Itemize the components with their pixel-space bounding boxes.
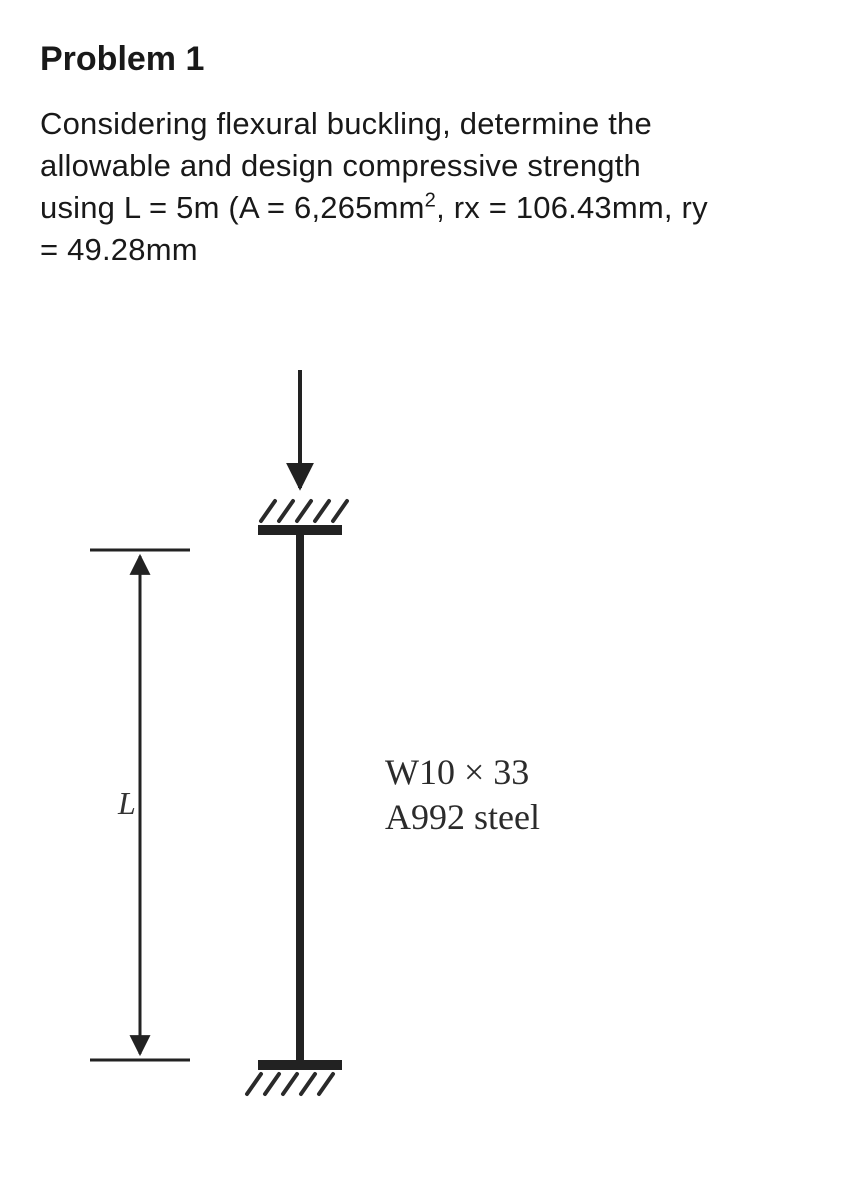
line4: = 49.28mm [40,232,198,267]
section-label: W10 × 33 A992 steel [385,750,540,840]
line3-suffix: , rx = 106.43mm, ry [436,190,708,225]
section-label-line2: A992 steel [385,797,540,837]
problem-statement: Considering flexural buckling, determine… [40,103,810,270]
dimension-label: L [118,785,136,822]
line3-prefix: using L = 5m (A = 6,265mm [40,190,425,225]
line2: allowable and design compressive strengt… [40,148,641,183]
problem-title: Problem 1 [40,40,810,79]
line3-sup: 2 [425,189,436,211]
line1: Considering flexural buckling, determine… [40,106,652,141]
column-figure: W10 × 33 A992 steel L [40,360,810,1140]
section-label-line1: W10 × 33 [385,752,529,792]
